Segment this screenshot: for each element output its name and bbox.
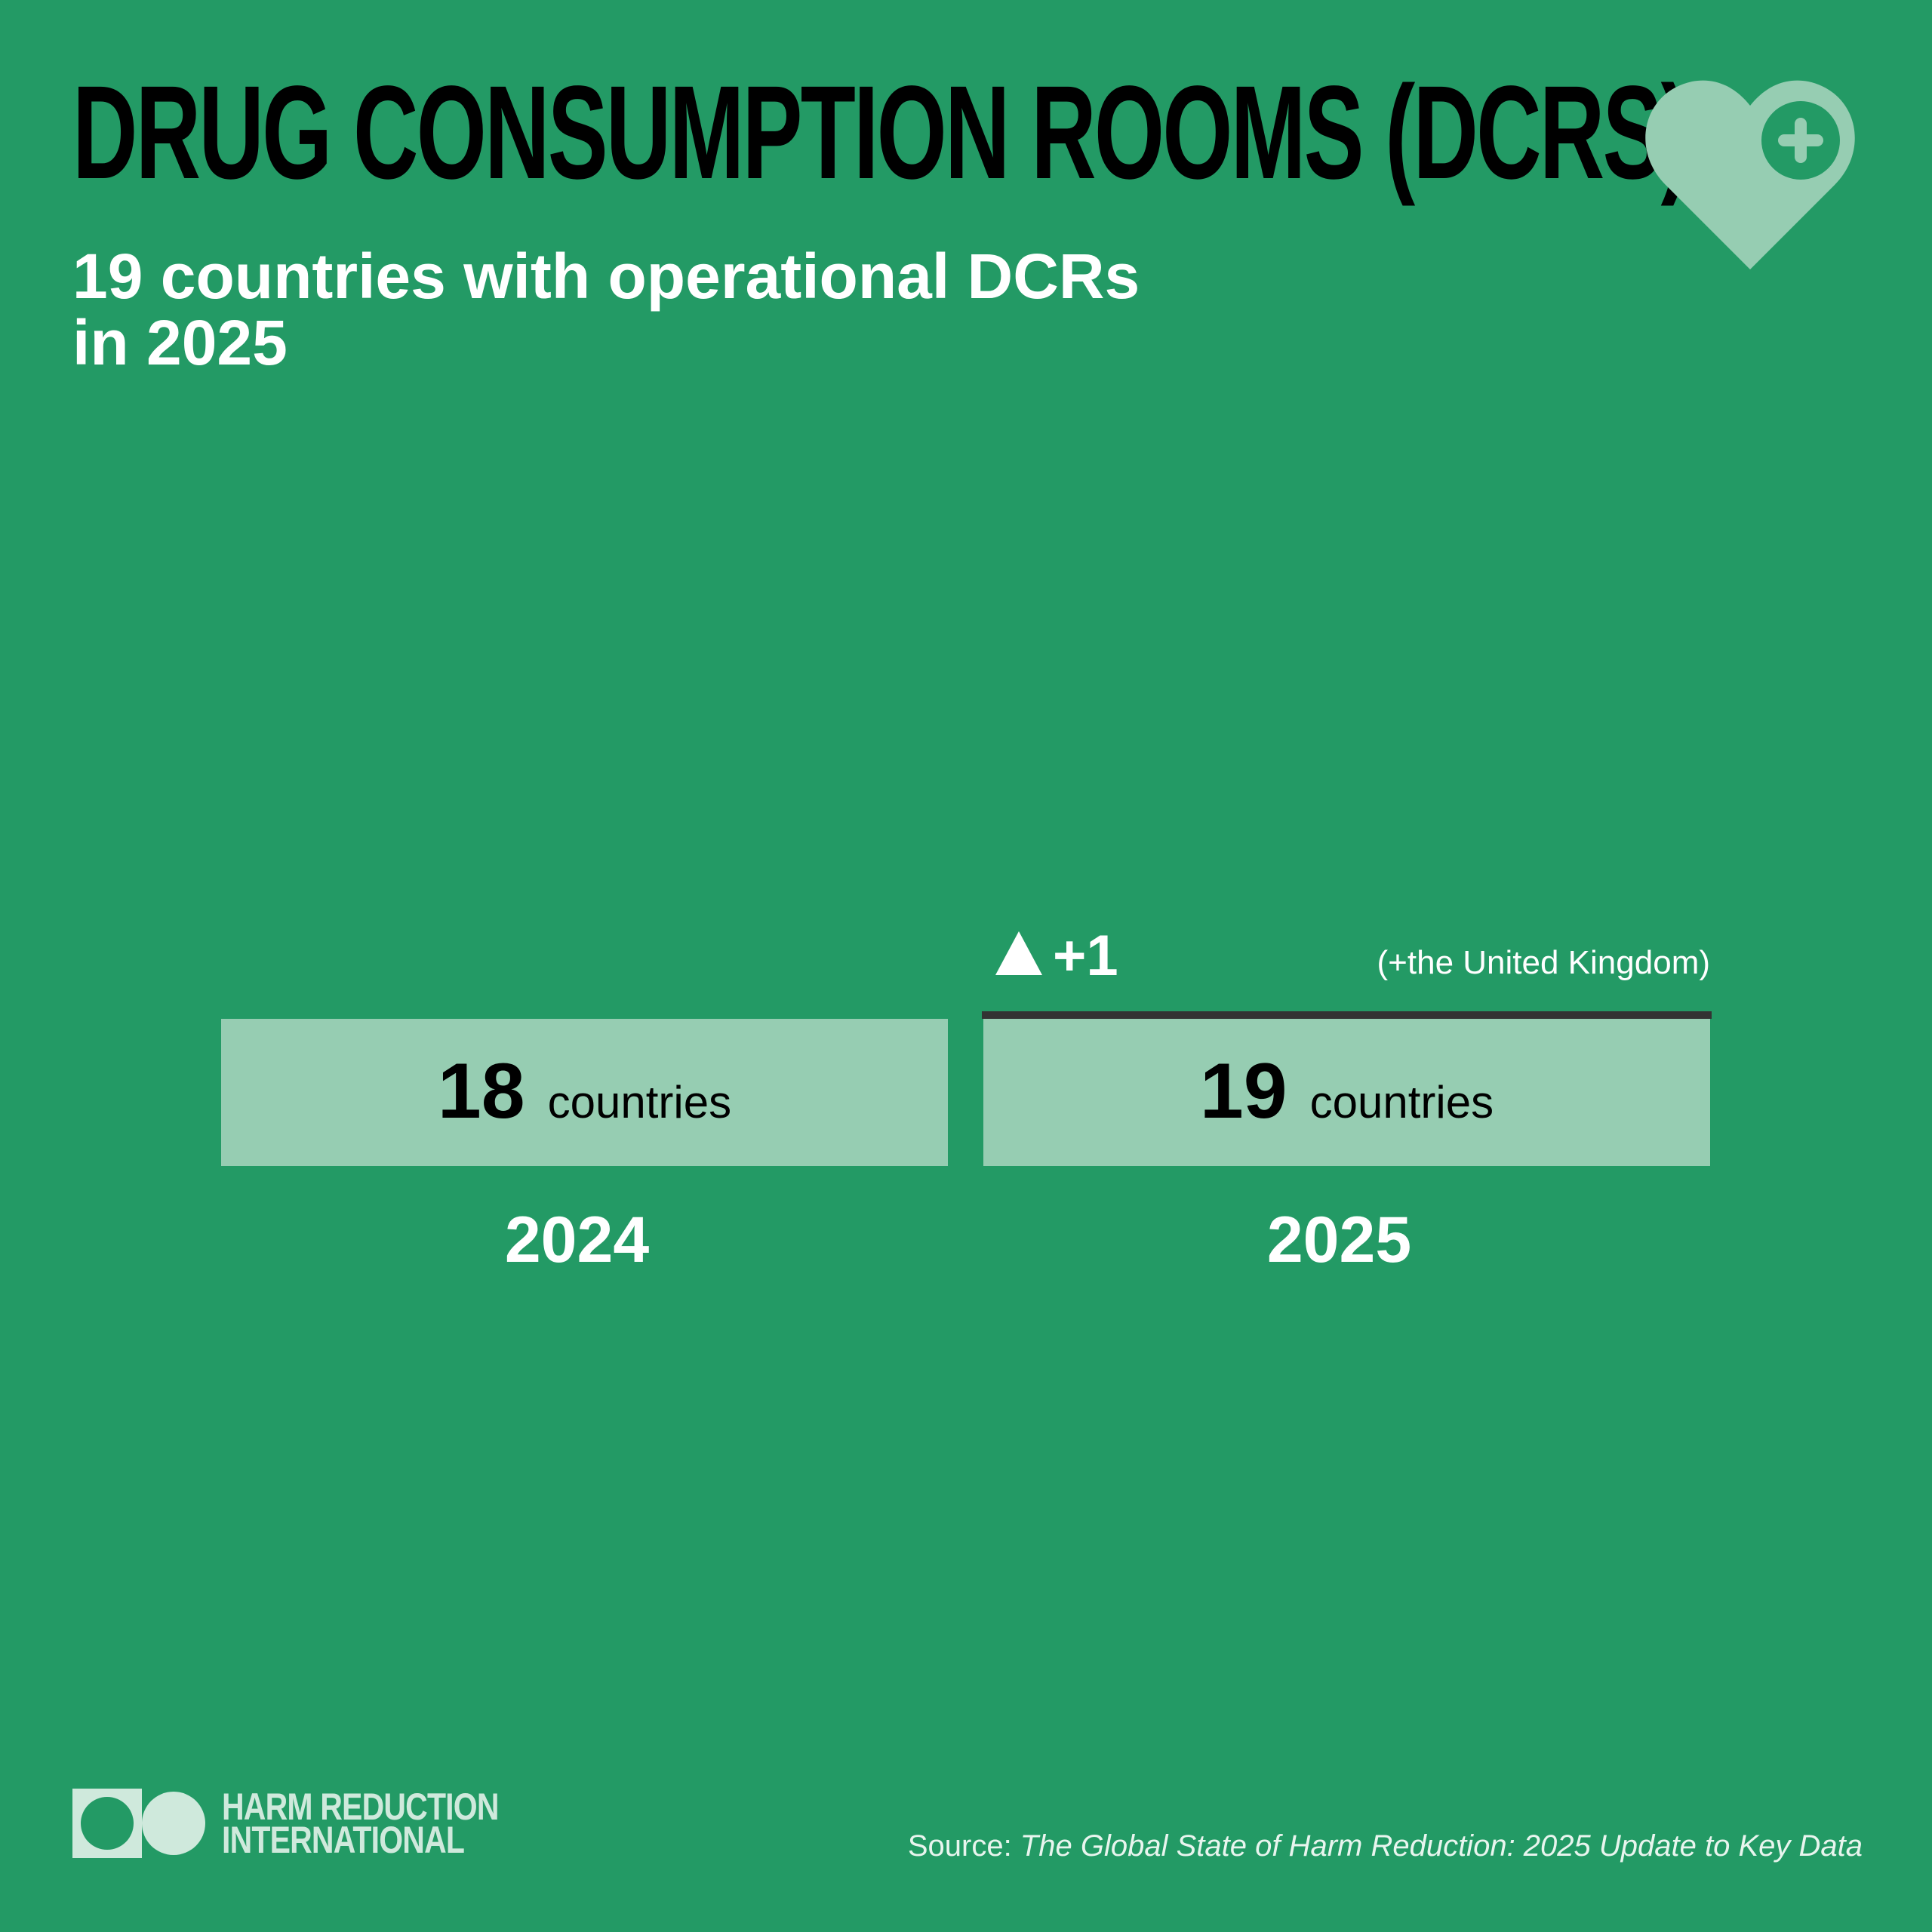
source-note: Source: The Global State of Harm Reducti… bbox=[908, 1829, 1863, 1863]
bar-value-2025: 19 bbox=[1200, 1048, 1287, 1135]
bar-value-2024: 18 bbox=[438, 1048, 525, 1135]
bar-2025 bbox=[983, 1019, 1710, 1166]
change-value: +1 bbox=[1053, 924, 1118, 988]
category-label-2024: 2024 bbox=[505, 1204, 649, 1276]
bar-label-2024: 18 countries bbox=[438, 1048, 731, 1135]
logo-text: HARM REDUCTION INTERNATIONAL bbox=[222, 1786, 499, 1861]
logo-line-2: INTERNATIONAL bbox=[222, 1819, 465, 1861]
bar-label-2025: 19 countries bbox=[1200, 1048, 1494, 1135]
source-title: The Global State of Harm Reduction: 2025… bbox=[1020, 1829, 1863, 1863]
heart-plus-icon bbox=[1639, 75, 1861, 272]
logo-mark-icon bbox=[72, 1789, 205, 1858]
subtitle-line-2: in 2025 bbox=[72, 307, 288, 378]
bar-2024 bbox=[221, 1019, 948, 1166]
bar-unit-2025: countries bbox=[1310, 1077, 1494, 1128]
logo-inner-circle bbox=[81, 1797, 134, 1850]
subtitle: 19 countries with operational DCRs in 20… bbox=[72, 243, 1280, 376]
plus-horizontal bbox=[1778, 134, 1823, 146]
source-label: Source: bbox=[907, 1829, 1020, 1863]
triangle-up-icon bbox=[995, 931, 1042, 975]
logo-line-1: HARM REDUCTION bbox=[222, 1786, 499, 1828]
change-baseline bbox=[982, 1011, 1712, 1019]
change-note: (+the United Kingdom) bbox=[1377, 944, 1710, 981]
hri-logo: HARM REDUCTION INTERNATIONAL bbox=[72, 1786, 559, 1861]
subtitle-line-1: 19 countries with operational DCRs bbox=[72, 241, 1140, 312]
heart-plus-svg bbox=[1645, 80, 1855, 269]
category-label-2025: 2025 bbox=[1267, 1204, 1411, 1276]
bar-unit-2024: countries bbox=[548, 1077, 731, 1128]
logo-circle bbox=[142, 1792, 205, 1855]
